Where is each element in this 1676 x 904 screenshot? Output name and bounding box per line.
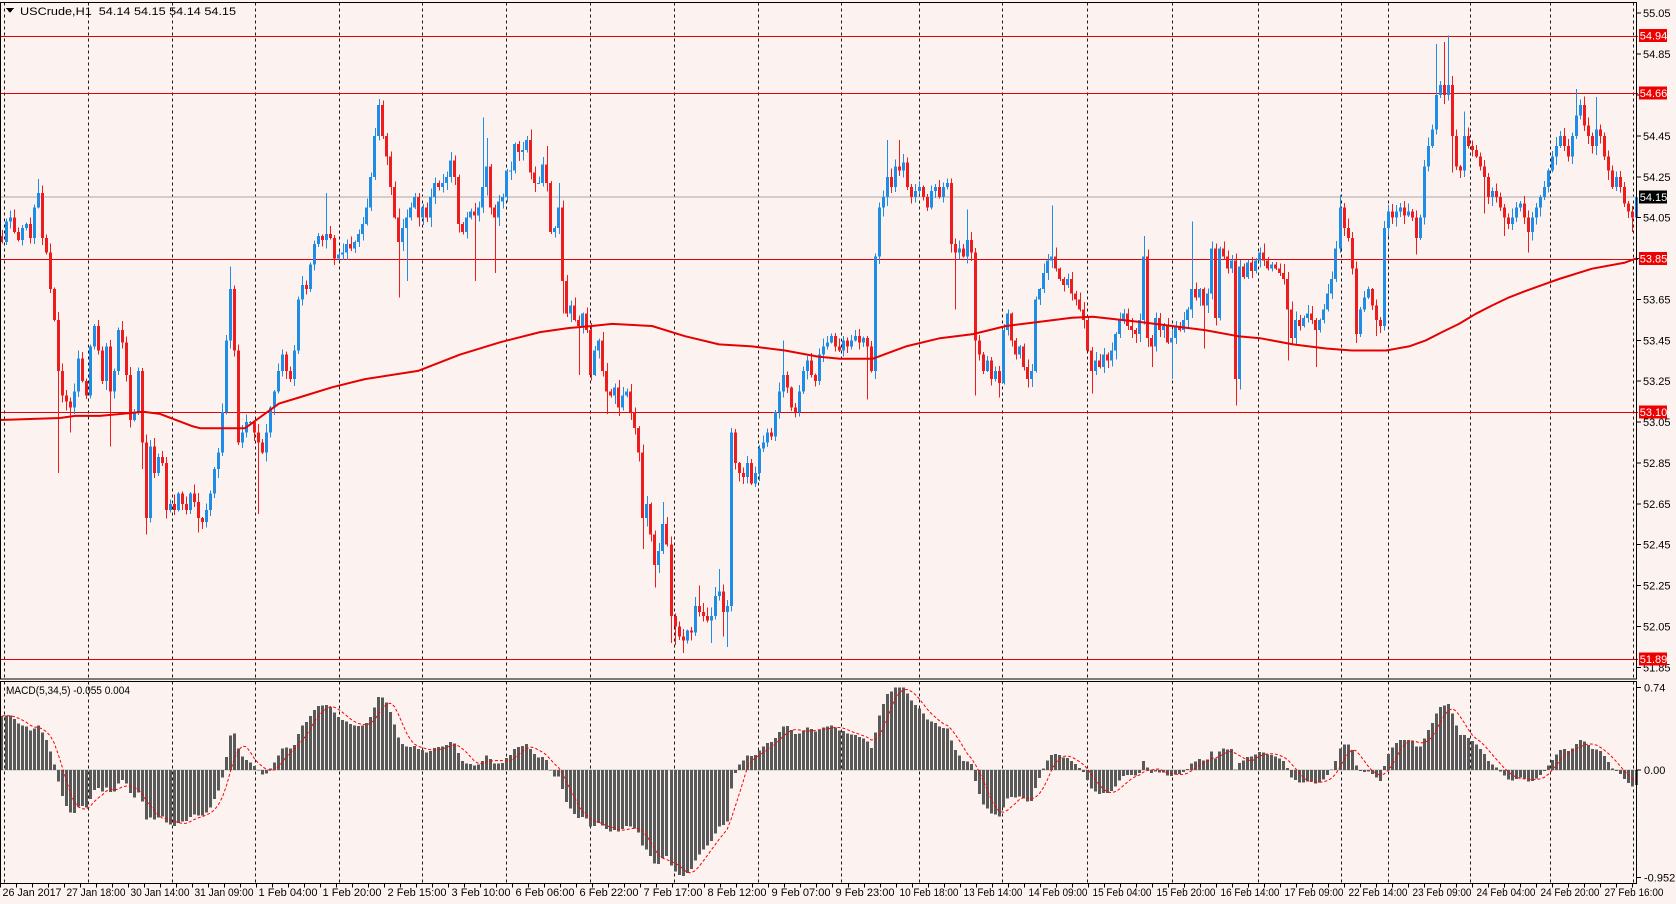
svg-text:0.74: 0.74	[1644, 683, 1665, 695]
svg-text:53.65: 53.65	[1643, 294, 1671, 306]
svg-text:17 Feb 09:00: 17 Feb 09:00	[1285, 887, 1344, 899]
svg-text:27 Feb 16:00: 27 Feb 16:00	[1605, 887, 1664, 899]
svg-text:6 Feb 22:00: 6 Feb 22:00	[580, 887, 639, 899]
svg-text:15 Feb 04:00: 15 Feb 04:00	[1093, 887, 1152, 899]
svg-text:53.10: 53.10	[1640, 407, 1668, 419]
svg-text:53.05: 53.05	[1643, 417, 1671, 429]
svg-text:2 Feb 15:00: 2 Feb 15:00	[388, 887, 447, 899]
svg-text:10 Feb 18:00: 10 Feb 18:00	[900, 887, 959, 899]
svg-text:USCrude,H1 54.14 54.15 54.14: USCrude,H1 54.14 54.15 54.14 54.15	[20, 6, 236, 18]
svg-text:6 Feb 06:00: 6 Feb 06:00	[516, 887, 575, 899]
svg-text:0.00: 0.00	[1644, 765, 1665, 777]
svg-text:52.45: 52.45	[1643, 540, 1671, 552]
svg-text:8 Feb 12:00: 8 Feb 12:00	[708, 887, 767, 899]
svg-text:52.65: 52.65	[1643, 499, 1671, 511]
svg-text:9 Feb 07:00: 9 Feb 07:00	[772, 887, 831, 899]
svg-text:55.05: 55.05	[1643, 8, 1671, 20]
svg-text:54.45: 54.45	[1643, 131, 1671, 143]
svg-text:54.15: 54.15	[1640, 192, 1668, 204]
svg-text:16 Feb 14:00: 16 Feb 14:00	[1221, 887, 1280, 899]
svg-text:15 Feb 20:00: 15 Feb 20:00	[1157, 887, 1216, 899]
svg-text:52.05: 52.05	[1643, 621, 1671, 633]
svg-text:52.25: 52.25	[1643, 581, 1671, 593]
svg-text:24 Feb 04:00: 24 Feb 04:00	[1477, 887, 1536, 899]
svg-text:22 Feb 14:00: 22 Feb 14:00	[1349, 887, 1408, 899]
svg-text:53.85: 53.85	[1640, 254, 1668, 266]
svg-text:31 Jan 09:00: 31 Jan 09:00	[195, 887, 254, 899]
svg-text:7 Feb 17:00: 7 Feb 17:00	[644, 887, 703, 899]
svg-text:53.45: 53.45	[1643, 335, 1671, 347]
svg-text:3 Feb 10:00: 3 Feb 10:00	[452, 887, 511, 899]
svg-text:24 Feb 20:00: 24 Feb 20:00	[1541, 887, 1600, 899]
svg-text:53.25: 53.25	[1643, 376, 1671, 388]
svg-text:13 Feb 14:00: 13 Feb 14:00	[964, 887, 1023, 899]
svg-text:-0.952: -0.952	[1644, 873, 1675, 885]
svg-text:1 Feb 04:00: 1 Feb 04:00	[259, 887, 318, 899]
svg-text:14 Feb 09:00: 14 Feb 09:00	[1029, 887, 1088, 899]
svg-text:54.85: 54.85	[1643, 49, 1671, 61]
svg-text:54.25: 54.25	[1643, 172, 1671, 184]
svg-text:27 Jan 18:00: 27 Jan 18:00	[67, 887, 126, 899]
svg-text:26 Jan 2017: 26 Jan 2017	[3, 887, 62, 899]
svg-text:MACD(5,34,5) -0.055 0.004: MACD(5,34,5) -0.055 0.004	[6, 685, 130, 697]
svg-text:23 Feb 09:00: 23 Feb 09:00	[1413, 887, 1472, 899]
svg-text:30 Jan 14:00: 30 Jan 14:00	[131, 887, 190, 899]
svg-text:54.94: 54.94	[1640, 31, 1668, 43]
svg-text:52.85: 52.85	[1643, 458, 1671, 470]
svg-text:1 Feb 20:00: 1 Feb 20:00	[323, 887, 382, 899]
svg-text:51.89: 51.89	[1640, 654, 1668, 666]
svg-text:54.05: 54.05	[1643, 213, 1671, 225]
svg-text:54.66: 54.66	[1640, 88, 1668, 100]
svg-text:9 Feb 23:00: 9 Feb 23:00	[836, 887, 895, 899]
